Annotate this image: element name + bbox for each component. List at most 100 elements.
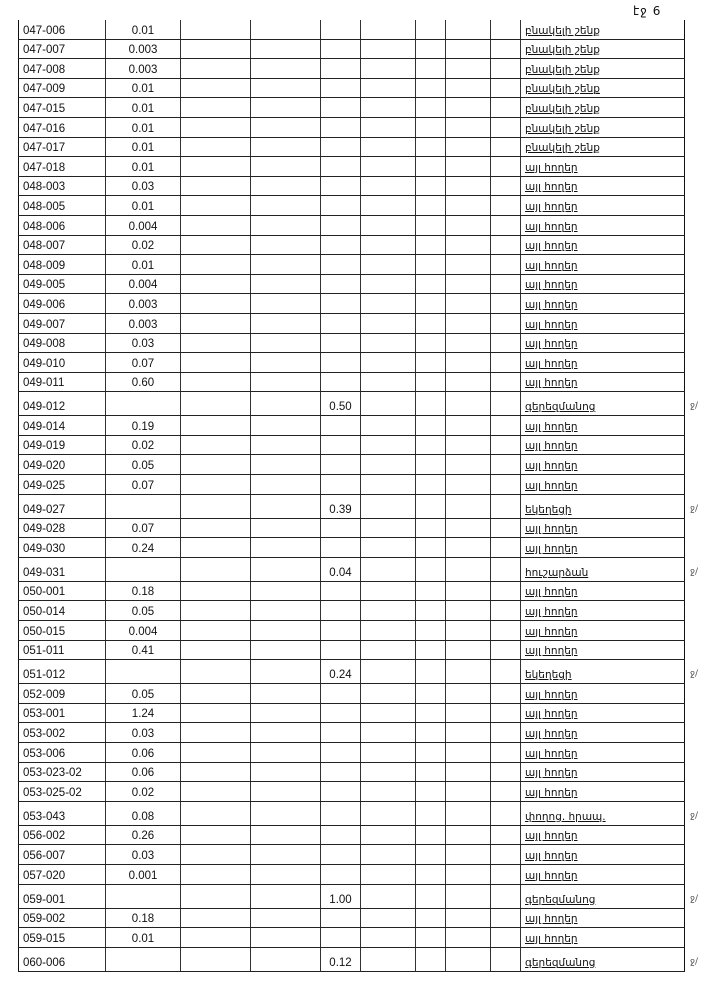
area-cell: 0.07 — [105, 475, 180, 494]
empty-cell — [360, 928, 415, 947]
parcel-id-cell: 056-007 — [18, 845, 105, 864]
empty-cell — [250, 475, 320, 494]
land-use-text: այլ հողեր — [525, 586, 578, 599]
land-use-text: այլ հողեր — [525, 849, 578, 862]
parcel-id-text: 049-028 — [23, 523, 66, 536]
empty-cell — [360, 313, 415, 333]
land-use-text: այլ հողեր — [525, 728, 578, 740]
parcel-id-text: 047-016 — [23, 122, 66, 135]
area-cell: 0.07 — [105, 353, 180, 372]
empty-cell — [415, 825, 445, 845]
land-use-cell: այլ հողեր — [520, 255, 685, 274]
empty-cell — [250, 743, 320, 762]
empty-cell — [490, 98, 520, 117]
empty-cell — [490, 137, 520, 157]
area-cell — [105, 557, 180, 581]
table-row: 049-025 0.07 այլ հողեր — [18, 475, 685, 495]
empty-cell — [445, 196, 490, 215]
empty-cell — [490, 825, 520, 845]
parcel-id-text: 059-001 — [23, 893, 66, 906]
land-use-cell: այլ հողեր — [520, 157, 685, 176]
parcel-id-text: 053-006 — [23, 747, 66, 760]
empty-cell — [445, 557, 490, 581]
area-cell: 0.06 — [105, 762, 180, 782]
empty-cell — [250, 235, 320, 255]
area-text: 0.003 — [128, 63, 158, 76]
table-row: 049-020 0.05 այլ հողեր — [18, 455, 685, 476]
area-text: 0.05 — [131, 460, 155, 473]
special-area-cell — [320, 581, 360, 601]
land-use-cell: այլ հողեր — [520, 723, 685, 742]
area-cell: 0.01 — [105, 255, 180, 274]
empty-cell — [250, 416, 320, 435]
empty-cell — [490, 59, 520, 78]
area-text: 0.01 — [131, 83, 155, 96]
parcel-id-text: 047-009 — [23, 83, 66, 96]
empty-cell — [415, 313, 445, 333]
parcel-id-cell: 051-011 — [18, 640, 105, 660]
parcel-id-text: 048-005 — [23, 200, 66, 213]
area-text: 0.05 — [131, 688, 155, 701]
parcel-id-cell: 047-006 — [18, 20, 105, 39]
parcel-id-text: 050-014 — [23, 606, 66, 619]
table-row: 059-015 0.01 այլ հողեր — [18, 928, 685, 948]
empty-cell — [445, 743, 490, 762]
land-use-text: բնակելի շենք — [525, 83, 600, 96]
table-row: 047-018 0.01 այլ հողեր — [18, 157, 685, 177]
empty-cell — [360, 59, 415, 78]
empty-cell — [180, 294, 250, 313]
empty-cell — [360, 743, 415, 762]
area-cell: 0.07 — [105, 518, 180, 538]
area-cell: 0.02 — [105, 235, 180, 255]
empty-cell — [250, 801, 320, 825]
empty-cell — [360, 196, 415, 215]
special-area-cell — [320, 78, 360, 98]
special-area-cell: 0.24 — [320, 660, 360, 684]
empty-cell — [490, 743, 520, 762]
empty-cell — [250, 294, 320, 313]
empty-cell — [415, 39, 445, 59]
land-use-cell: այլ հողեր — [520, 538, 685, 557]
empty-cell — [180, 157, 250, 176]
special-area-cell — [320, 435, 360, 455]
empty-cell — [180, 684, 250, 703]
parcel-id-cell: 049-014 — [18, 416, 105, 435]
empty-cell — [250, 660, 320, 684]
empty-cell — [250, 353, 320, 372]
parcel-id-text: 049-005 — [23, 279, 66, 292]
table-row: 049-007 0.003 այլ հողեր — [18, 313, 685, 334]
margin-note: ջ/ — [690, 669, 699, 680]
land-use-cell: այլ հողեր — [520, 684, 685, 703]
area-text: 0.06 — [131, 767, 155, 780]
empty-cell — [445, 640, 490, 660]
empty-cell — [490, 196, 520, 215]
land-use-text: այլ հողեր — [525, 786, 578, 799]
empty-cell — [415, 884, 445, 908]
land-use-cell: այլ հողեր — [520, 215, 685, 235]
parcel-id-cell: 048-007 — [18, 235, 105, 255]
empty-cell — [180, 908, 250, 928]
parcel-id-cell: 049-030 — [18, 538, 105, 557]
empty-cell — [180, 39, 250, 59]
area-text: 0.24 — [131, 542, 155, 555]
land-use-text: այլ հողեր — [525, 440, 578, 453]
special-area-text: 0.04 — [329, 566, 352, 579]
empty-cell — [445, 372, 490, 392]
area-cell: 0.18 — [105, 908, 180, 928]
parcel-id-cell: 057-020 — [18, 864, 105, 884]
empty-cell — [360, 255, 415, 274]
empty-cell — [180, 601, 250, 621]
area-cell: 0.01 — [105, 117, 180, 137]
empty-cell — [490, 313, 520, 333]
empty-cell — [360, 137, 415, 157]
empty-cell — [445, 723, 490, 742]
special-area-cell: 0.39 — [320, 494, 360, 518]
special-area-cell: 1.00 — [320, 884, 360, 908]
parcel-id-cell: 049-011 — [18, 372, 105, 392]
land-use-text: այլ հողեր — [525, 747, 578, 760]
land-use-text: այլ հողեր — [525, 523, 578, 536]
empty-cell — [180, 475, 250, 494]
area-text: 0.01 — [131, 200, 155, 213]
area-cell: 0.26 — [105, 825, 180, 845]
land-use-cell: բնակելի շենք — [520, 20, 685, 39]
